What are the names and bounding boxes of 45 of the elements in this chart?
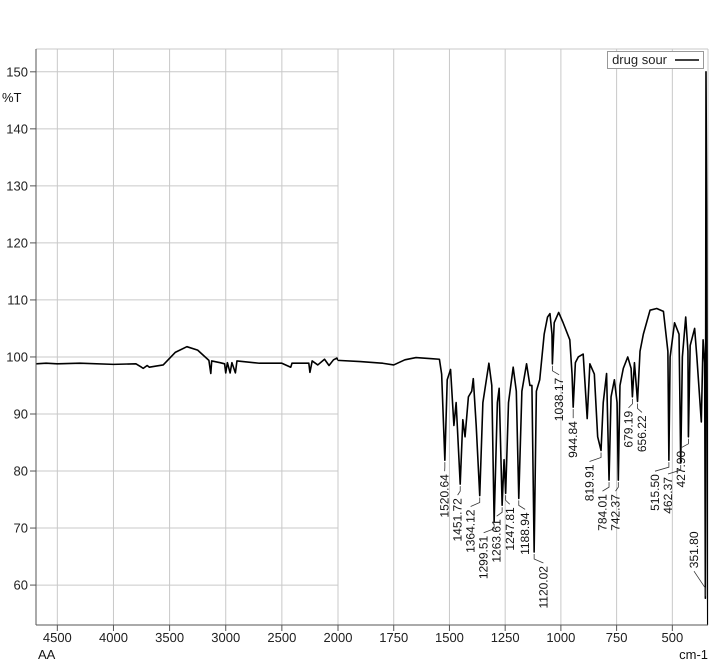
annotation: 1263.61 — [490, 518, 504, 563]
annotation: 1247.81 — [502, 506, 517, 551]
x-tick-label: 1750 — [379, 630, 408, 646]
x-tick-label: 500 — [661, 630, 684, 646]
y-tick-label: 140 — [6, 121, 28, 136]
x-tick-label: 2000 — [324, 630, 352, 646]
y-tick-label: 100 — [6, 350, 28, 365]
text: AA — [38, 647, 56, 662]
x-tick-label: 4500 — [42, 630, 72, 646]
x-tick-label: 3000 — [211, 630, 240, 646]
annotation: 427.90 — [674, 450, 688, 488]
y-tick-label: 150 — [6, 64, 28, 80]
y-tick-label: 60 — [14, 578, 28, 593]
annotation: 1188.94 — [518, 512, 532, 555]
x-tick-label: 2500 — [267, 630, 296, 646]
annotation: 742.37 — [608, 494, 623, 531]
annotation: 819.91 — [582, 464, 597, 502]
x-tick-label: 3500 — [155, 630, 184, 646]
x-tick-label: 750 — [606, 630, 628, 646]
y-axis-title: %T — [2, 90, 22, 105]
y-tick-label: 130 — [6, 178, 28, 194]
y-tick-label: 80 — [14, 464, 28, 479]
y-tick-label: 110 — [7, 292, 28, 308]
annotation: 1364.12 — [464, 509, 478, 553]
annotation: 1120.02 — [536, 566, 550, 608]
x-tick-label: 4000 — [99, 630, 128, 646]
y-tick-label: 120 — [6, 236, 28, 251]
annotation: 1299.51 — [476, 535, 491, 580]
annotation: 462.37 — [661, 476, 675, 514]
annotation: 944.84 — [566, 420, 580, 458]
annotation: 515.50 — [648, 474, 662, 511]
annotation: 1038.17 — [552, 377, 566, 422]
y-tick-label: 70 — [14, 520, 28, 536]
annotation: 351.80 — [687, 531, 701, 568]
annotation: 656.22 — [635, 415, 649, 452]
annotation: 679.19 — [622, 410, 636, 448]
annotation: 1520.64 — [438, 474, 452, 518]
x-axis-title: cm-1 — [679, 647, 708, 662]
annotation: 1451.72 — [450, 498, 465, 542]
legend-label: drug sour — [612, 52, 667, 68]
annotation: 784.01 — [596, 494, 610, 531]
y-tick-label: 90 — [14, 406, 28, 422]
x-tick-label: 1500 — [434, 630, 464, 646]
x-tick-label: 1250 — [490, 630, 520, 646]
x-tick-label: 1000 — [546, 630, 576, 646]
